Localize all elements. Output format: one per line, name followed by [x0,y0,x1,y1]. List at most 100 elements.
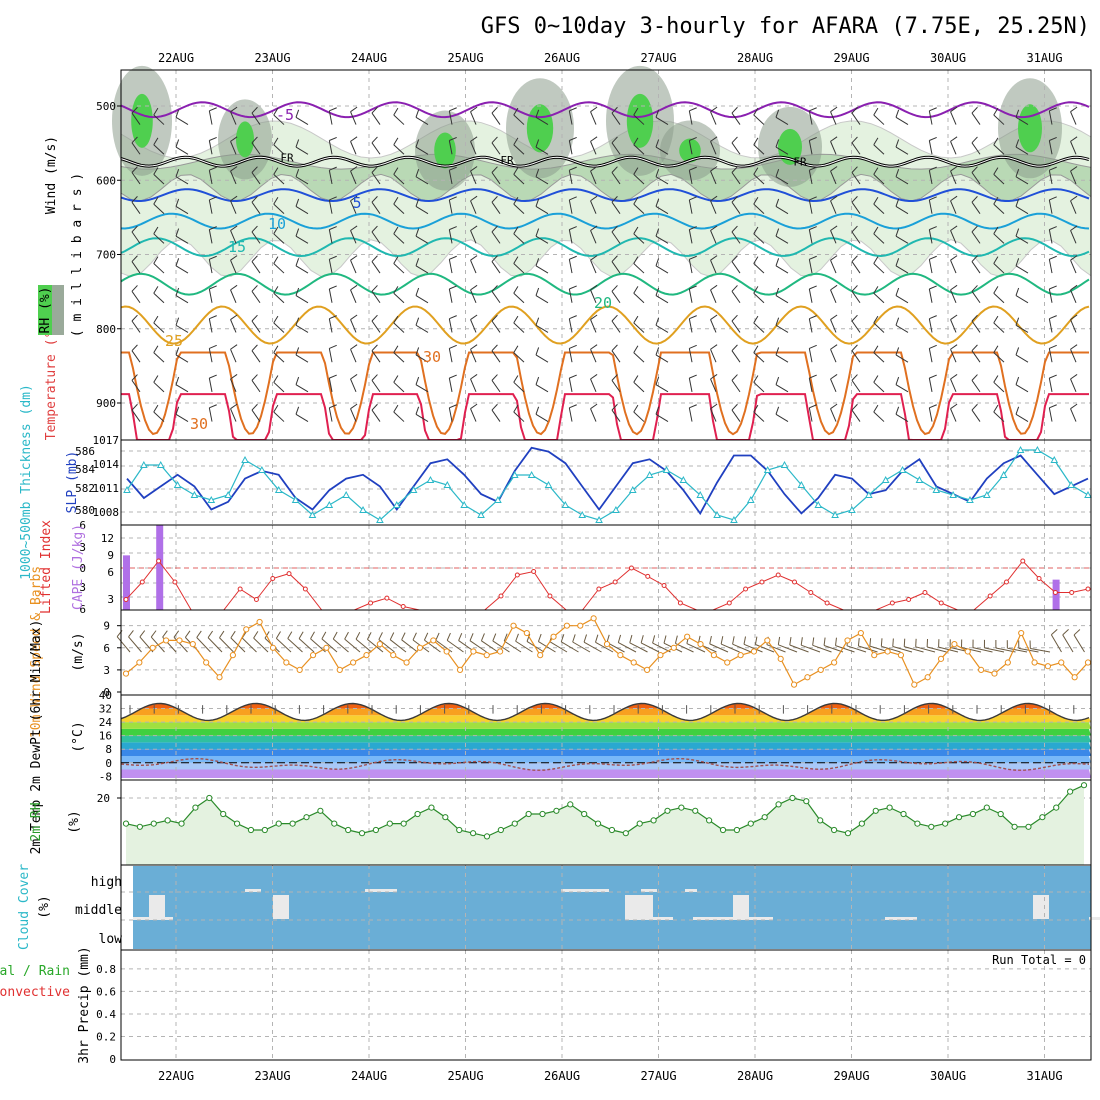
upper-barb-439-flag [1070,403,1078,410]
cloud-low-3 [885,917,917,920]
upper-barb-206-staff [568,348,573,363]
upper-barb-112-flag [371,166,378,173]
upper-barb-189-flag [535,169,540,177]
wind10-barb-7-staff [196,637,211,653]
wind10-barb-14-flag [275,631,281,639]
wind10-barb-31-flag [469,633,474,641]
upper-barb-125-flag [393,226,399,235]
upper-barb-215-flag [590,284,598,291]
rh-marker-5 [192,804,199,811]
upper-barb-224-flag [611,225,618,233]
wind10-barb-54-flag [732,636,735,645]
upper-barb-108-staff [350,378,357,393]
li-cape-panel: 6 3 0 3 6 12 9 6 3 Lifted Index CAPE (J/kg) [39,519,1092,616]
upper-barb-253-staff [688,110,693,125]
upper-barb-220-flag [611,106,618,114]
wind10m-series [122,615,1092,688]
upper-barb-368-flag [929,255,937,260]
upper-barb-130-flag [393,375,399,383]
upper-barb-84-staff [295,324,309,333]
upper-barb-91-staff [328,199,333,214]
upper-barb-354-flag [895,169,900,177]
upper-barb-62-staff [251,320,261,333]
upper-barb-322-flag [830,195,838,202]
wind10-marker-55 [857,629,864,637]
upper-barb-263-flag [689,404,697,409]
upper-barb-274-staff [710,408,717,422]
wind10-marker-49 [777,655,784,662]
rh-blob-green-7 [679,138,701,163]
wind10-barb-55-staff [743,643,763,653]
wind10-barb-83-staff [1073,634,1085,653]
upper-barb-353-staff [895,146,909,155]
upper-barb-195-flag [535,347,540,356]
upper-barb-260-staff [688,318,693,333]
upper-barb-12-flag [153,137,159,145]
upper-barb-415-flag [1015,347,1020,356]
upper-barb-295-staff [753,381,765,393]
upper-barb-123-staff [393,174,405,185]
upper-barb-223-staff [611,201,621,214]
wind10-barb-42-flag [595,634,599,643]
upper-barb-293-flag [753,315,759,324]
upper-barb-151-staff [448,348,453,363]
li-marker-39 [1085,586,1091,592]
upper-barb-352-flag [895,109,900,118]
wind10-barb-63-flag [835,637,837,646]
upper-barb-93-staff [328,259,333,274]
wind10-barb-56-staff [755,644,775,653]
wind-unit: (m/s) [71,632,86,671]
wind10-barb-16-staff [298,638,315,653]
upper-barb-414-flag [1015,317,1020,326]
upper-barb-351-staff [873,411,885,422]
upper-barb-251-staff [655,384,669,393]
wind10-marker-70 [1058,659,1065,666]
wind10-barb-15-staff [287,638,303,653]
upper-barb-121-flag [393,107,399,116]
upper-barb-418-flag [1049,107,1057,112]
wind10-marker-59 [911,681,918,688]
upper-barb-204-flag [569,285,577,290]
rh-marker-38 [650,817,657,824]
rh-marker-22 [428,804,435,811]
upper-barb-420-flag [1049,166,1057,171]
upper-barb-226-staff [611,291,621,304]
upper-barb-233-flag [633,167,639,175]
date-top-31AUG: 31AUG [1026,51,1062,65]
slp-left-tick-2: 582 [75,482,95,495]
wind10-barb-65-flag [857,637,860,647]
wind10-barb-35-staff [515,640,533,653]
upper-barb-90-flag [329,166,337,171]
upper-barb-394-staff [971,380,981,393]
li-marker-11 [400,604,406,609]
upper-barb-318-flag [809,404,817,409]
cloud-mid-4 [1033,895,1049,919]
upper-barb-216-staff [590,319,597,333]
upper-barb-181-staff [513,263,525,274]
li-marker-1 [139,579,145,585]
upper-barb-34-flag [209,136,217,141]
upper-barb-402-staff [993,292,1005,304]
upper-barb-193-staff [535,295,549,304]
wind10-marker-24 [443,648,450,655]
upper-barb-207-staff [568,378,573,392]
upper-barb-49-staff [230,259,237,274]
wind10-barb-42-staff [595,641,614,653]
tick-label-1: 600 [96,174,116,187]
upper-barb-80-flag [295,198,300,207]
rh-line [125,784,1085,838]
upper-barb-403-staff [993,322,1005,333]
li-marker-13 [514,572,520,578]
temp-bands [121,703,1091,778]
upper-barb-45-flag [230,136,238,142]
rh-marker-12 [289,820,296,827]
upper-barb-389-staff [971,231,981,244]
cloud-mid-3 [733,895,749,919]
upper-barb-383-flag [950,374,958,380]
upper-barb-134-flag [415,169,420,177]
dewpt-line [120,758,1090,771]
rh-marker-62 [983,804,990,811]
upper-barb-359-staff [895,324,909,333]
upper-barb-141-flag [415,376,420,385]
thickness-marker-9 [274,485,283,493]
